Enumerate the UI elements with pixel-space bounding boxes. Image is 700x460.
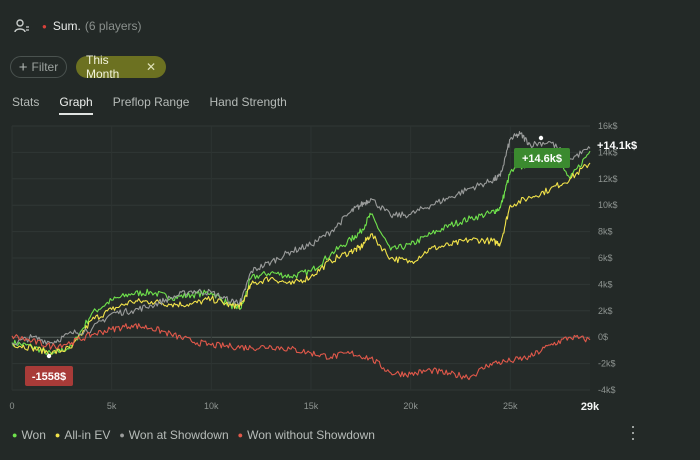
filter-button[interactable]: + Filter	[10, 56, 67, 78]
y-tick-label: -4k$	[598, 385, 616, 395]
min-value-label: -1558$	[32, 371, 66, 383]
tab-bar: Stats Graph Preflop Range Hand Strength	[12, 95, 307, 115]
legend-label: All-in EV	[64, 428, 111, 442]
series-line	[11, 149, 591, 356]
profit-graph[interactable]: 16k$ 14k$ 12k$ 10k$ 8k$ 6k$ 4k$ 2k$ 0$ -2k$ -4k$ 0 5…	[0, 118, 700, 418]
y-tick-label: 16k$	[598, 121, 618, 131]
chart-legend: ● Won ● All-in EV ● Won at Showdown ● Won wi…	[12, 428, 384, 442]
end-value-label: +14.1k$	[597, 140, 637, 152]
session-summary-header: ● Sum. (6 players)	[14, 16, 142, 36]
tab-preflop-range[interactable]: Preflop Range	[112, 95, 190, 109]
y-tick-label: -2k$	[598, 359, 616, 369]
legend-label: Won without Showdown	[247, 428, 375, 442]
max-point-marker	[538, 135, 544, 141]
filter-bar: + Filter This Month ✕	[10, 53, 166, 81]
summary-label[interactable]: Sum.	[52, 19, 81, 33]
max-value-badge	[514, 148, 570, 168]
more-options-icon[interactable]	[629, 426, 637, 440]
filter-label: Filter	[31, 60, 59, 74]
series-line	[11, 323, 591, 381]
y-tick-label: 0$	[598, 332, 608, 342]
x-tick-label: 5k	[107, 401, 117, 411]
max-value-label: +14.6k$	[522, 153, 562, 165]
legend-label: Won	[21, 428, 46, 442]
tab-hand-strength[interactable]: Hand Strength	[209, 95, 287, 109]
plus-icon: +	[18, 58, 28, 76]
x-tick-label: 20k	[403, 401, 418, 411]
status-dot-icon: ●	[42, 21, 47, 31]
series-line	[11, 162, 591, 356]
legend-item-won-without-showdown[interactable]: ● Won without Showdown	[238, 428, 375, 442]
legend-item-won[interactable]: ● Won	[12, 428, 46, 442]
user-group-icon	[14, 19, 29, 33]
players-count: (6 players)	[84, 19, 142, 33]
legend-dot-icon: ●	[119, 430, 125, 440]
y-tick-label: 8k$	[598, 227, 613, 237]
min-value-badge	[25, 366, 73, 386]
y-tick-label: 4k$	[598, 279, 613, 289]
legend-dot-icon: ●	[54, 430, 61, 440]
legend-dot-icon: ●	[12, 430, 18, 440]
this-month-filter-chip[interactable]: This Month ✕	[76, 53, 166, 81]
x-tick-label: 10k	[204, 401, 219, 411]
x-tick-label: 15k	[304, 401, 319, 411]
series-line	[11, 131, 591, 346]
x-max-label: 29k	[581, 401, 600, 413]
tab-graph[interactable]: Graph	[59, 95, 93, 115]
x-tick-label: 25k	[503, 401, 518, 411]
close-icon[interactable]: ✕	[145, 60, 156, 74]
y-tick-label: 6k$	[598, 253, 613, 263]
this-month-label: This Month	[86, 53, 120, 81]
y-tick-label: 2k$	[598, 306, 613, 316]
y-tick-label: 14k$	[598, 147, 618, 157]
y-tick-label: 12k$	[598, 174, 618, 184]
legend-item-won-at-showdown[interactable]: ● Won at Showdown	[119, 428, 228, 442]
tab-stats[interactable]: Stats	[12, 95, 40, 109]
legend-label: Won at Showdown	[128, 428, 229, 442]
x-tick-label: 0	[9, 401, 14, 411]
legend-item-all-in-ev[interactable]: ● All-in EV	[55, 428, 110, 442]
y-tick-label: 10k$	[598, 200, 618, 210]
legend-dot-icon: ●	[237, 430, 244, 440]
min-point-marker	[46, 353, 52, 359]
